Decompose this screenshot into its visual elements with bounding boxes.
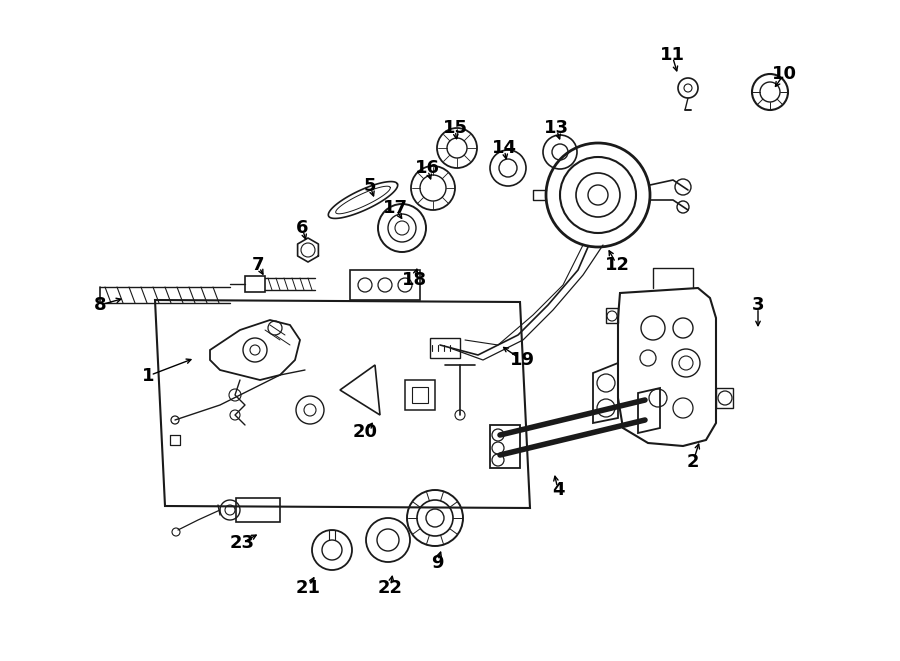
Text: 13: 13 [544, 119, 569, 137]
Text: 12: 12 [605, 256, 629, 274]
Text: 21: 21 [295, 579, 320, 597]
Text: 16: 16 [415, 159, 439, 177]
Text: 4: 4 [552, 481, 564, 499]
Text: 19: 19 [509, 351, 535, 369]
Text: 18: 18 [401, 271, 427, 289]
Text: 8: 8 [94, 296, 106, 314]
Text: 17: 17 [382, 199, 408, 217]
Text: 10: 10 [771, 65, 796, 83]
Text: 7: 7 [252, 256, 265, 274]
Text: 23: 23 [230, 534, 255, 552]
Text: 14: 14 [491, 139, 517, 157]
Text: 2: 2 [687, 453, 699, 471]
Text: 11: 11 [660, 46, 685, 64]
Text: 3: 3 [752, 296, 764, 314]
Text: 20: 20 [353, 423, 377, 441]
Text: 6: 6 [296, 219, 308, 237]
Text: 9: 9 [431, 554, 443, 572]
Text: 22: 22 [377, 579, 402, 597]
Text: 5: 5 [364, 177, 376, 195]
Text: 15: 15 [443, 119, 467, 137]
Text: 1: 1 [142, 367, 154, 385]
